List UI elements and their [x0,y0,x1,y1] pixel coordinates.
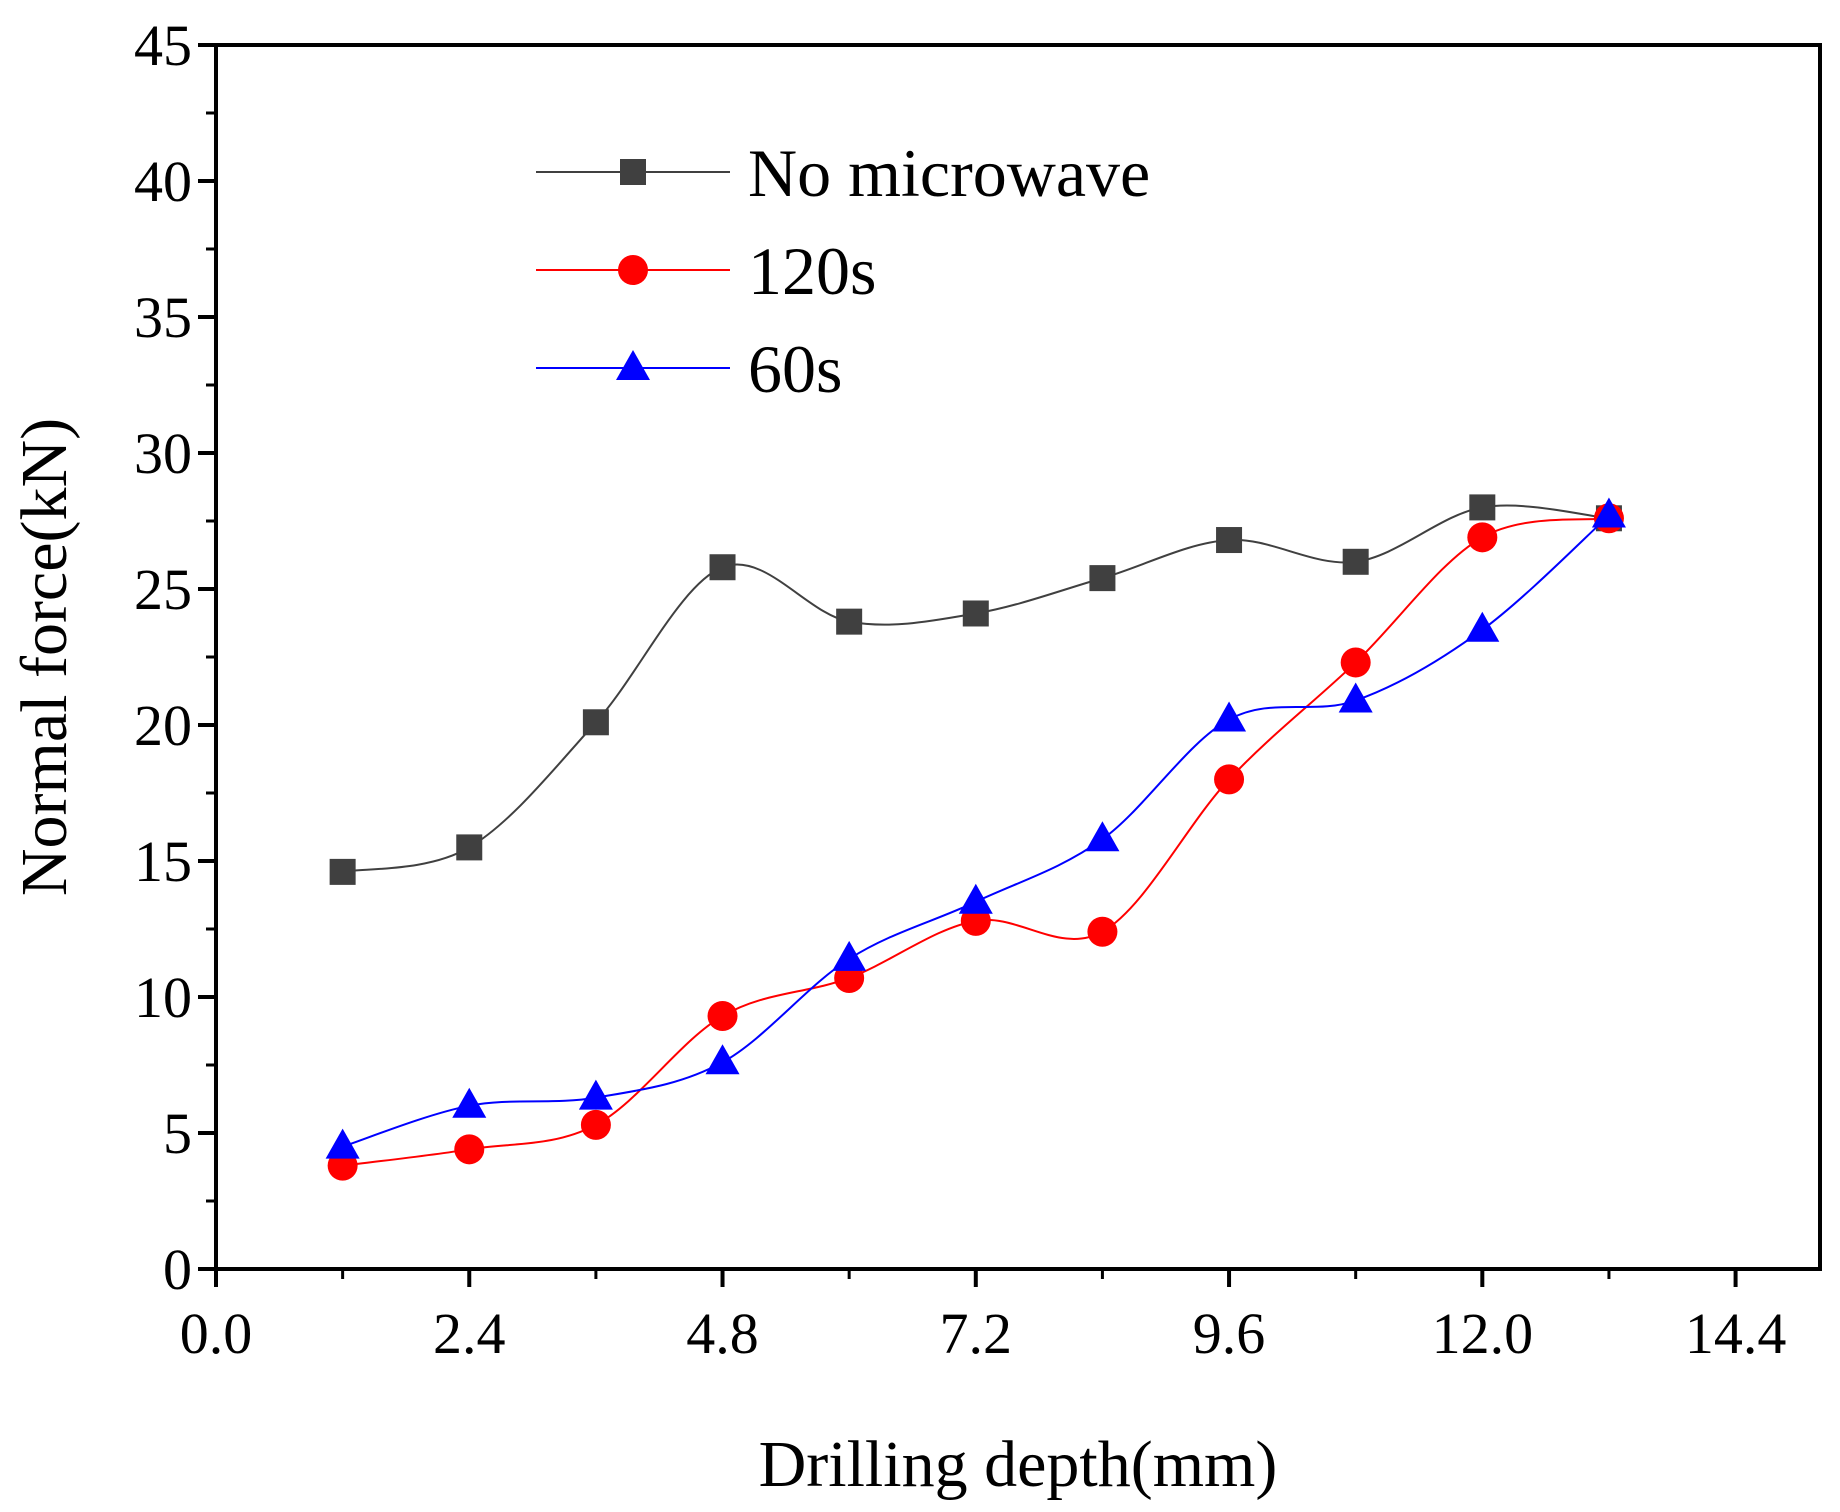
x-tick-label: 0.0 [180,1301,253,1366]
data-point [1469,494,1496,521]
data-point [578,1079,613,1110]
data-point [329,858,356,885]
legend-marker [620,159,646,185]
x-tick-label: 7.2 [940,1301,1013,1366]
data-point [454,1134,485,1165]
x-tick-label: 12.0 [1432,1301,1534,1366]
data-point [452,1087,487,1118]
y-tick-label: 10 [134,965,192,1030]
y-tick-label: 45 [134,13,192,78]
data-point [580,1109,611,1140]
data-point [1591,497,1626,528]
series-line [342,514,1610,1148]
legend-marker [618,255,648,285]
legend-label: 120s [748,233,876,309]
data-point [325,1128,360,1159]
y-axis-ticks: 0 5 10 15 20 25 30 35 40 45 [134,13,216,1302]
x-axis-title: Drilling depth(mm) [759,1428,1278,1501]
data-point [1338,682,1373,713]
x-tick-label: 4.8 [686,1301,759,1366]
y-tick-label: 20 [134,693,192,758]
data-point [1087,916,1118,947]
data-point [705,1044,740,1075]
data-point [1214,764,1245,795]
data-point [582,709,609,736]
series-line [342,517,1610,1167]
y-tick-label: 5 [163,1101,192,1166]
x-tick-label: 2.4 [433,1301,506,1366]
data-point [1340,647,1371,678]
y-tick-label: 25 [134,557,192,622]
data-point [1342,548,1369,575]
data-point [456,834,483,861]
data-point [1089,565,1116,592]
data-point [962,600,989,627]
data-point [1467,522,1498,553]
data-point [1216,527,1243,554]
y-tick-label: 15 [134,829,192,894]
y-axis-title: Normal force(kN) [8,418,81,896]
data-point [1465,611,1500,642]
data-point [832,940,867,971]
plot-frame [214,43,1822,1271]
x-tick-label: 14.4 [1685,1301,1787,1366]
series-3 [325,497,1626,1159]
legend-label: 60s [748,331,842,407]
y-tick-label: 30 [134,421,192,486]
data-point [836,608,863,635]
legend-marker [616,350,650,380]
y-tick-label: 40 [134,149,192,214]
x-axis-ticks: 0.0 2.4 4.8 7.2 9.6 12.0 14.4 [180,1269,1787,1366]
series-1 [329,494,1622,885]
series-layer [325,494,1626,1181]
legend-label: No microwave [748,135,1150,211]
y-tick-label: 35 [134,285,192,350]
y-tick-label: 0 [163,1237,192,1302]
data-point [1085,821,1120,852]
data-point [1212,701,1247,732]
data-point [958,883,993,914]
legend: No microwave 120s 60s [536,135,1150,407]
data-point [707,1001,738,1032]
x-tick-label: 9.6 [1193,1301,1266,1366]
series-line [342,504,1610,873]
data-point [709,554,736,581]
